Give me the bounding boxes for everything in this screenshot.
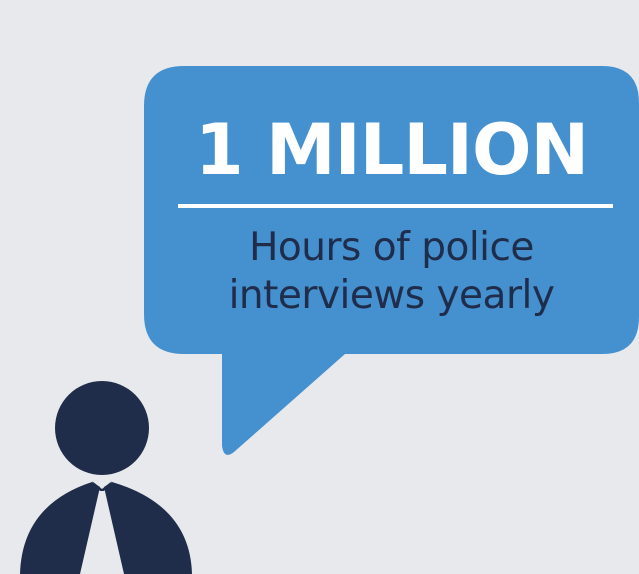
stat-caption-line-1: Hours of police (249, 225, 534, 270)
speech-bubble-shape (144, 66, 639, 455)
person-head (55, 381, 149, 475)
stat-callout: 1 MILLION Hours of police interviews yea… (144, 66, 639, 354)
person-shoulder-right (104, 482, 192, 574)
person-collar (92, 481, 112, 491)
person-shoulder-left (20, 482, 100, 574)
stat-headline: 1 MILLION (194, 109, 589, 191)
stat-caption-line-2: interviews yearly (228, 273, 555, 318)
headline-underline (178, 204, 613, 208)
stat-caption: Hours of police interviews yearly (144, 224, 639, 320)
